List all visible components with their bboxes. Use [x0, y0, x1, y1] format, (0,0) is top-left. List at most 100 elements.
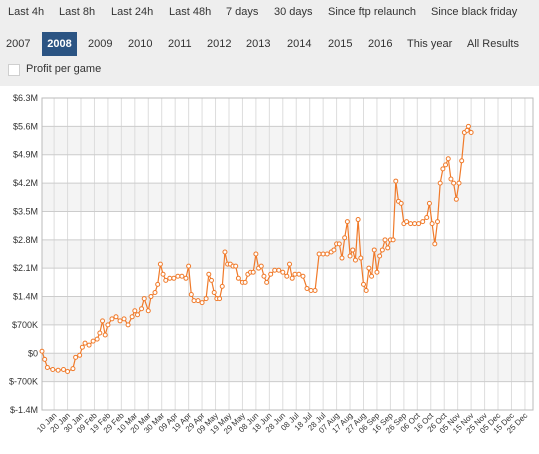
y-tick-label: $0 — [28, 348, 38, 358]
range-tab-row: Last 4h Last 8h Last 24h Last 48h 7 days 30 d… — [0, 0, 539, 24]
data-point — [355, 217, 361, 223]
range-tab-last-8h[interactable]: Last 8h — [59, 6, 96, 18]
y-tick-label: $2.8M — [13, 235, 38, 245]
data-point — [426, 200, 432, 206]
data-point — [443, 162, 449, 168]
data-point — [188, 292, 194, 298]
chart-band — [42, 353, 533, 382]
range-tab-30-days[interactable]: 30 days — [274, 6, 313, 18]
data-point — [258, 263, 264, 269]
year-tab-row: 2007 2008 2009 2010 2011 2012 2013 2014 2015 2016… — [0, 32, 539, 56]
data-point — [420, 219, 426, 225]
range-tab-last-48h[interactable]: Last 48h — [169, 6, 212, 18]
data-point — [135, 312, 141, 318]
data-point — [464, 127, 470, 133]
year-tab-2010[interactable]: 2010 — [128, 38, 153, 50]
data-point — [157, 261, 163, 267]
data-point — [324, 251, 330, 257]
data-point — [82, 340, 88, 346]
year-tab-this-year[interactable]: This year — [407, 38, 453, 50]
data-point — [352, 257, 358, 263]
data-point — [358, 255, 364, 261]
data-point — [139, 306, 145, 312]
year-tab-2012[interactable]: 2012 — [207, 38, 232, 50]
year-tab-2007[interactable]: 2007 — [6, 38, 31, 50]
data-point — [191, 298, 197, 304]
data-point — [316, 251, 322, 257]
data-point — [203, 296, 209, 302]
data-point — [183, 275, 189, 281]
data-point — [276, 267, 282, 273]
data-point — [145, 308, 151, 314]
data-point — [377, 253, 383, 259]
data-point — [459, 158, 465, 164]
data-point — [86, 342, 92, 348]
data-point — [272, 267, 278, 273]
y-tick-label: $6.3M — [13, 93, 38, 103]
data-point — [296, 271, 302, 277]
y-tick-label: $3.5M — [13, 206, 38, 216]
data-point — [235, 275, 241, 281]
y-tick-label: $4.2M — [13, 178, 38, 188]
data-point — [308, 287, 314, 293]
data-point — [416, 221, 422, 227]
data-point — [468, 129, 474, 135]
data-point — [390, 237, 396, 243]
data-point — [211, 289, 217, 295]
data-point — [361, 281, 367, 287]
data-point — [429, 221, 435, 227]
year-tab-2015[interactable]: 2015 — [328, 38, 353, 50]
year-tab-2009[interactable]: 2009 — [88, 38, 113, 50]
data-point — [284, 273, 290, 279]
y-tick-label: $-1.4M — [10, 405, 38, 415]
year-tab-2011[interactable]: 2011 — [168, 38, 192, 50]
data-point — [382, 237, 388, 243]
range-tab-since-black-friday[interactable]: Since black friday — [431, 6, 518, 18]
data-point — [287, 261, 293, 267]
data-point — [374, 269, 380, 275]
data-point — [113, 314, 119, 320]
data-point — [453, 196, 459, 202]
data-point — [141, 296, 147, 302]
data-point — [155, 281, 161, 287]
range-tab-since-ftp-relaunch[interactable]: Since ftp relaunch — [328, 6, 417, 18]
data-point — [217, 296, 223, 302]
year-tab-2013[interactable]: 2013 — [246, 38, 271, 50]
data-point — [344, 219, 350, 225]
data-point — [261, 273, 267, 279]
data-point — [125, 322, 131, 328]
year-tab-2014[interactable]: 2014 — [287, 38, 312, 50]
data-point — [434, 219, 440, 225]
year-tab-2016[interactable]: 2016 — [368, 38, 393, 50]
data-point — [424, 215, 430, 221]
y-tick-label: $-700K — [9, 377, 38, 387]
data-point — [250, 269, 256, 275]
data-point — [100, 318, 106, 324]
plot-frame — [41, 97, 534, 411]
range-tab-last-24h[interactable]: Last 24h — [111, 6, 154, 18]
data-point — [432, 241, 438, 247]
data-point — [233, 263, 239, 269]
data-point — [167, 275, 173, 281]
data-point — [186, 263, 192, 269]
data-point — [206, 271, 212, 277]
data-point — [179, 273, 185, 279]
chart-band — [42, 296, 533, 325]
data-point — [379, 247, 385, 253]
data-point — [437, 180, 443, 186]
data-point — [50, 366, 56, 372]
range-tab-7-days[interactable]: 7 days — [226, 6, 259, 18]
data-point — [65, 369, 71, 375]
data-point — [152, 289, 158, 295]
data-point — [105, 322, 111, 328]
year-tab-all-results[interactable]: All Results — [467, 38, 519, 50]
data-point — [342, 235, 348, 241]
profit-per-game-checkbox[interactable] — [8, 64, 20, 76]
data-point — [199, 300, 205, 306]
data-point — [292, 271, 298, 277]
year-tab-2008[interactable]: 2008 — [42, 32, 77, 56]
data-point — [73, 354, 79, 360]
range-tab-last-4h[interactable]: Last 4h — [8, 6, 45, 18]
data-point — [440, 166, 446, 172]
data-point — [242, 279, 248, 285]
